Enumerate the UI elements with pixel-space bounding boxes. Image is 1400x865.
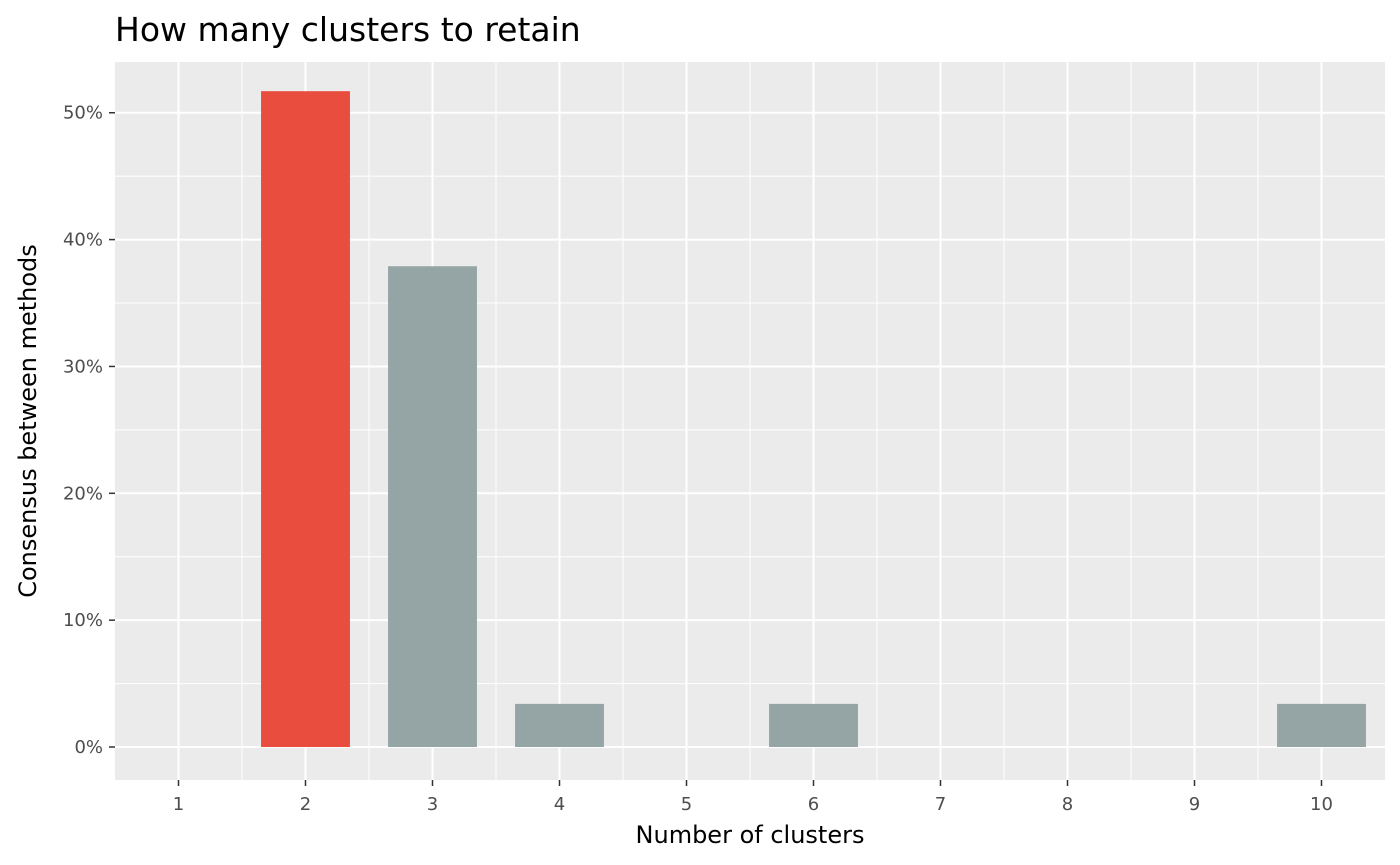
x-tick-label: 7 [935, 794, 946, 815]
x-tick-label: 8 [1062, 794, 1073, 815]
x-tick-label: 1 [173, 794, 184, 815]
x-axis: 1 2 3 4 5 6 7 8 9 10 [173, 780, 1333, 815]
y-tick-label: 20% [63, 483, 103, 504]
y-axis-title: Consensus between methods [14, 244, 42, 598]
x-tick-label: 4 [554, 794, 565, 815]
x-tick-label: 2 [300, 794, 311, 815]
bar-3 [388, 266, 477, 748]
y-tick-label: 0% [74, 737, 103, 758]
y-tick-label: 50% [63, 103, 103, 124]
x-tick-label: 5 [681, 794, 692, 815]
y-tick-label: 30% [63, 356, 103, 377]
bars [261, 91, 1366, 748]
x-axis-title: Number of clusters [636, 821, 865, 849]
y-axis: 0% 10% 20% 30% 40% 50% [63, 103, 115, 758]
x-tick-label: 9 [1189, 794, 1200, 815]
bar-4 [515, 703, 604, 748]
x-tick-label: 3 [427, 794, 438, 815]
bar-2 [261, 91, 350, 748]
bar-10 [1277, 703, 1366, 748]
bar-6 [769, 703, 858, 748]
y-tick-label: 40% [63, 230, 103, 251]
x-tick-label: 6 [808, 794, 819, 815]
y-tick-label: 10% [63, 610, 103, 631]
x-tick-label: 10 [1310, 794, 1333, 815]
chart-title: How many clusters to retain [115, 10, 581, 49]
